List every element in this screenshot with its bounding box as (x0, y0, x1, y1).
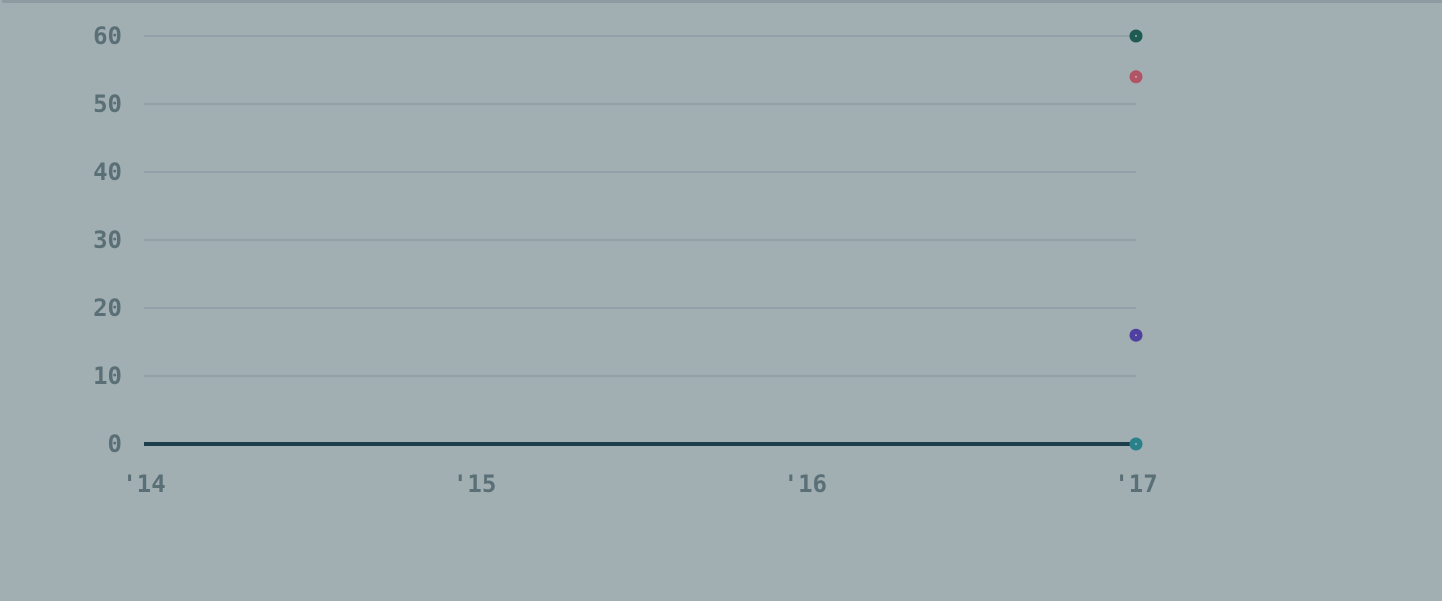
gridlines (144, 35, 1136, 377)
data-point-center-2-0 (1135, 334, 1137, 337)
data-point-center-3-0 (1135, 443, 1137, 445)
x-tick-label-2015: '15 (453, 470, 496, 498)
y-tick-label-40: 40 (93, 158, 122, 186)
y-tick-label-10: 10 (93, 362, 122, 390)
x-tick-label-2016: '16 (784, 470, 827, 498)
data-point-center-1-0 (1135, 75, 1137, 78)
y-tick-label-20: 20 (93, 294, 122, 322)
data-points (1129, 29, 1143, 451)
x-tick-label-2017: '17 (1114, 470, 1157, 498)
scatter-chart: 0 10 20 30 40 50 60 '14 '15 '16 '17 (93, 22, 1158, 498)
y-axis-tick-labels: 0 10 20 30 40 50 60 (93, 22, 122, 458)
x-axis-tick-labels: '14 '15 '16 '17 (122, 470, 1157, 498)
y-tick-label-60: 60 (93, 22, 122, 50)
y-tick-label-50: 50 (93, 90, 122, 118)
data-point-center-0-0 (1135, 35, 1137, 37)
x-tick-label-2014: '14 (122, 470, 165, 498)
y-tick-label-0: 0 (108, 430, 122, 458)
y-tick-label-30: 30 (93, 226, 122, 254)
